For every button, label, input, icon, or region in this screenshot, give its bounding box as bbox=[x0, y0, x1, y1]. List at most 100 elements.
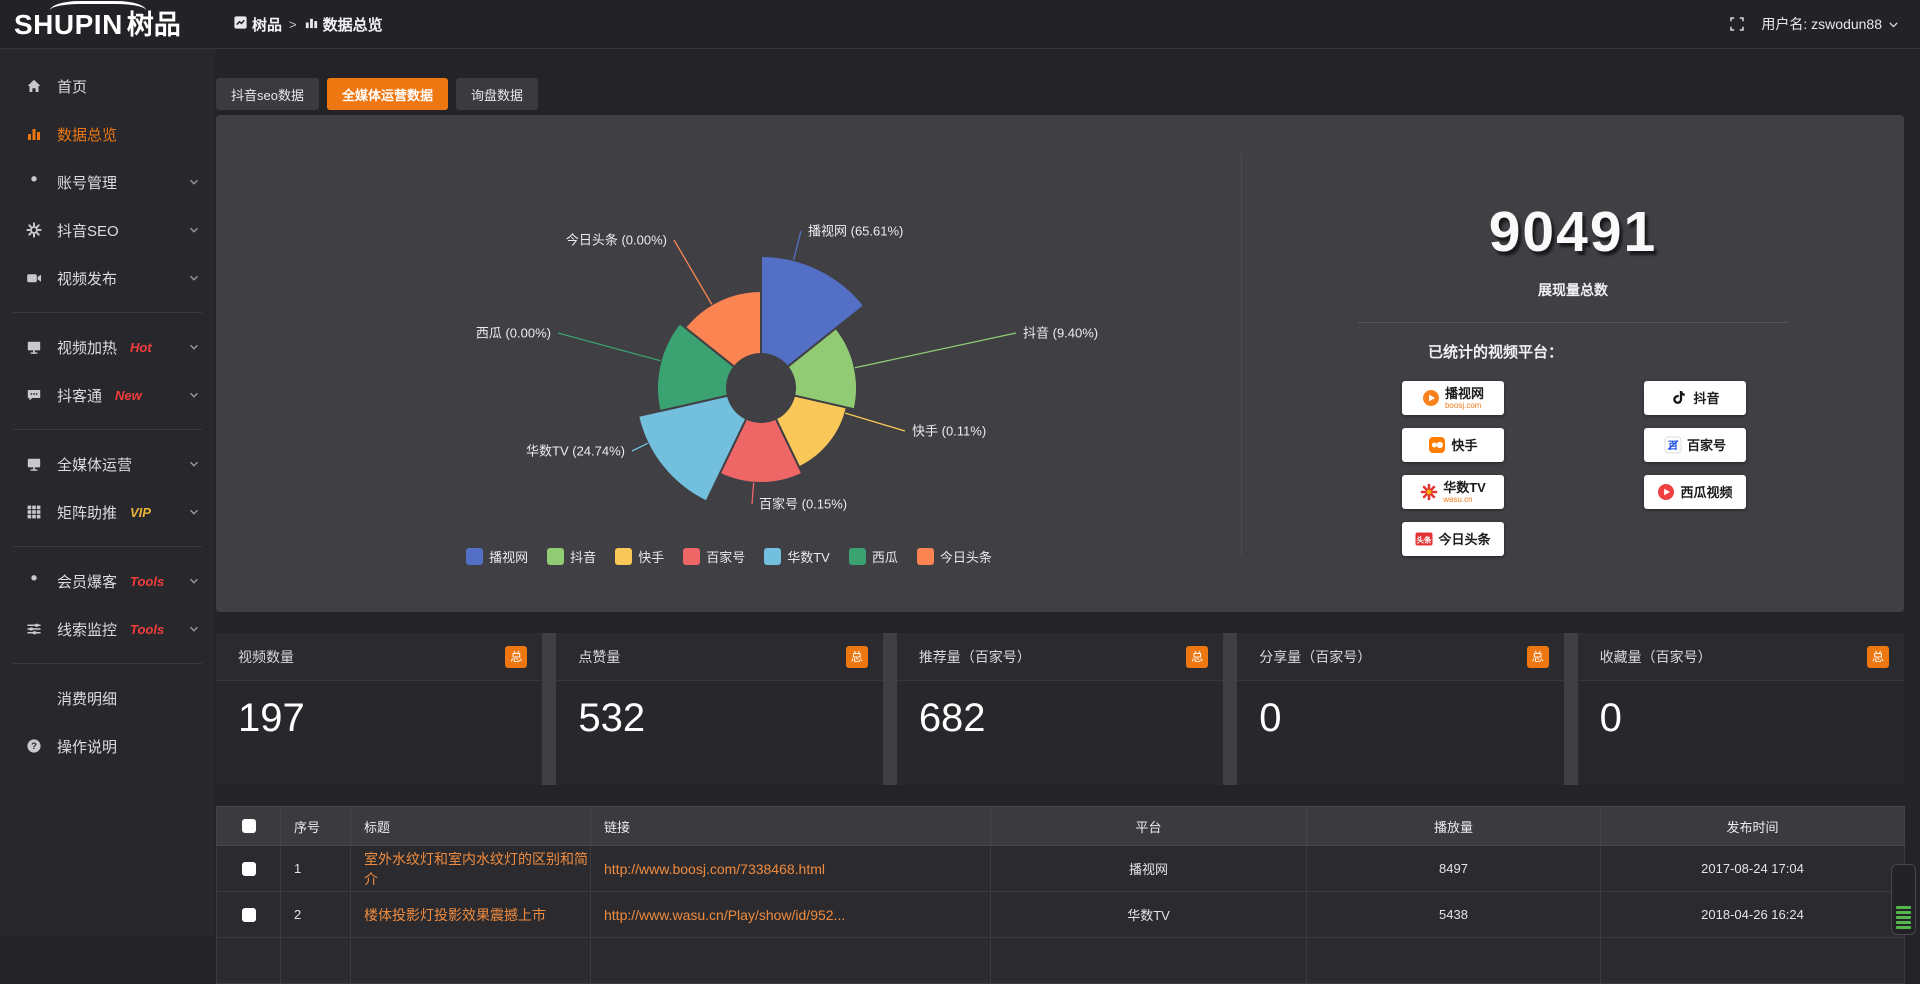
total-badge[interactable]: 总 bbox=[1526, 645, 1549, 668]
sidebar-item-视频加热[interactable]: 视频加热 Hot bbox=[0, 323, 215, 371]
pie-label-播视网: 播视网 (65.61%) bbox=[808, 224, 903, 239]
user-icon bbox=[26, 174, 42, 190]
sidebar-item-数据总览[interactable]: 数据总览 bbox=[0, 110, 215, 158]
cell-title-link[interactable]: 室外水纹灯和室内水纹灯的区别和简介 bbox=[350, 845, 591, 892]
legend-item-播视网[interactable]: 播视网 bbox=[466, 547, 528, 566]
overview-panel: 播视网 (65.61%) 抖音 (9.40%) 快手 (0.11%) 百家号 (0.1… bbox=[216, 115, 1904, 612]
chevron-down-icon bbox=[187, 223, 201, 237]
cell-platform: 华数TV bbox=[990, 891, 1307, 938]
bar-chart-icon bbox=[304, 15, 319, 34]
app-logo[interactable]: SHUPIN 树品 bbox=[14, 1, 181, 45]
total-badge[interactable]: 总 bbox=[1867, 645, 1890, 668]
tab-抖音seo数据[interactable]: 抖音seo数据 bbox=[216, 78, 319, 110]
gear-icon bbox=[26, 222, 42, 238]
platform-name: 快手 bbox=[1451, 437, 1478, 453]
sidebar-item-抖音SEO[interactable]: 抖音SEO bbox=[0, 206, 215, 254]
pie-slice-播视网[interactable] bbox=[760, 254, 866, 369]
sidebar-item-视频发布[interactable]: 视频发布 bbox=[0, 254, 215, 302]
legend-item-百家号[interactable]: 百家号 bbox=[683, 547, 745, 566]
empty-cell bbox=[1600, 937, 1905, 984]
empty-cell bbox=[216, 937, 281, 984]
total-badge[interactable]: 总 bbox=[505, 645, 528, 668]
sidebar-item-首页[interactable]: 首页 bbox=[0, 62, 215, 110]
sidebar-item-label: 线索监控 bbox=[57, 621, 118, 639]
svg-text:百: 百 bbox=[1668, 440, 1678, 452]
kuaishou-logo-icon bbox=[1428, 436, 1446, 454]
cell-title-link[interactable]: 楼体投影灯投影效果震撼上市 bbox=[350, 891, 591, 938]
pie-slice-今日头条[interactable] bbox=[683, 289, 762, 369]
sidebar: 首页 数据总览 账号管理抖音SEO 视频发布视频加热 Hot 抖客通 New 全媒体运营矩阵助… bbox=[0, 48, 215, 936]
legend-item-抖音[interactable]: 抖音 bbox=[547, 547, 596, 566]
legend-swatch bbox=[916, 548, 934, 565]
floating-widget[interactable] bbox=[1891, 864, 1916, 935]
chevron-down-icon bbox=[187, 505, 201, 519]
sidebar-item-矩阵助推[interactable]: 矩阵助推 VIP bbox=[0, 488, 215, 536]
douyin-logo-icon bbox=[1670, 389, 1688, 407]
legend-item-今日头条[interactable]: 今日头条 bbox=[916, 547, 992, 566]
platforms-title: 已统计的视频平台： bbox=[1428, 344, 1564, 361]
platform-badge-抖音: 抖音 bbox=[1644, 381, 1746, 415]
sidebar-item-label: 抖音SEO bbox=[57, 222, 119, 240]
sidebar-item-线索监控[interactable]: 线索监控 Tools bbox=[0, 605, 215, 653]
cell-url-link[interactable]: http://www.wasu.cn/Play/show/id/952... bbox=[590, 891, 991, 938]
row-checkbox[interactable] bbox=[241, 861, 256, 876]
chevron-down-icon bbox=[187, 574, 201, 588]
legend-item-西瓜[interactable]: 西瓜 bbox=[848, 547, 898, 566]
platform-name: 百家号 bbox=[1686, 437, 1726, 453]
stat-card-value: 532 bbox=[578, 696, 646, 740]
total-badge[interactable]: 总 bbox=[845, 645, 868, 668]
sidebar-item-会员爆客[interactable]: 会员爆客 Tools bbox=[0, 557, 215, 605]
chevron-down-icon bbox=[187, 340, 201, 354]
stat-card-视频数量: 视频数量 总 197 bbox=[216, 633, 543, 785]
sidebar-item-操作说明[interactable]: ? 操作说明 bbox=[0, 722, 215, 770]
topbar-right: 用户名: zswodun88 bbox=[1729, 0, 1900, 48]
stat-card-header: 分享量（百家号） 总 bbox=[1237, 633, 1564, 681]
pie-label-百家号: 百家号 (0.15%) bbox=[759, 497, 847, 512]
cell-url-link[interactable]: http://www.boosj.com/7338468.html bbox=[590, 845, 991, 892]
tab-全媒体运营数据[interactable]: 全媒体运营数据 bbox=[326, 78, 448, 110]
sidebar-item-label: 全媒体运营 bbox=[57, 456, 133, 474]
empty-cell bbox=[280, 937, 351, 984]
column-header-播放量: 播放量 bbox=[1306, 806, 1601, 846]
pie-label-line bbox=[845, 412, 906, 432]
sidebar-item-消费明细[interactable]: 消费明细 bbox=[0, 674, 215, 722]
total-badge[interactable]: 总 bbox=[1186, 645, 1209, 668]
rose-pie-chart[interactable]: 播视网 (65.61%) 抖音 (9.40%) 快手 (0.11%) 百家号 (0.1… bbox=[216, 115, 1242, 545]
legend-label: 快手 bbox=[638, 550, 665, 565]
pie-slice-华数TV[interactable] bbox=[636, 394, 748, 503]
pie-label-今日头条: 今日头条 (0.00%) bbox=[566, 233, 667, 248]
legend-label: 华数TV bbox=[787, 550, 830, 565]
sidebar-item-全媒体运营[interactable]: 全媒体运营 bbox=[0, 440, 215, 488]
select-all-checkbox[interactable] bbox=[241, 819, 256, 833]
breadcrumb-home-label: 树品 bbox=[252, 16, 283, 34]
sidebar-item-账号管理[interactable]: 账号管理 bbox=[0, 158, 215, 206]
breadcrumb-separator: > bbox=[289, 16, 297, 32]
legend-swatch bbox=[764, 548, 782, 565]
pie-slice-抖音[interactable] bbox=[786, 326, 858, 411]
legend-label: 抖音 bbox=[570, 550, 597, 565]
widget-bar bbox=[1896, 926, 1911, 929]
chevron-down-icon bbox=[187, 388, 201, 402]
empty-cell bbox=[1306, 937, 1601, 984]
videos-table: 序号 标题 链接 平台 播放量 发布时间 1 室外水纹灯和室内水纹灯的区别和简介 http:/… bbox=[216, 806, 1905, 984]
column-header-标题: 标题 bbox=[350, 806, 591, 846]
legend-swatch bbox=[848, 548, 866, 565]
fullscreen-icon[interactable] bbox=[1729, 16, 1745, 32]
breadcrumb-home[interactable]: 树品 bbox=[233, 14, 282, 35]
breadcrumb-current[interactable]: 数据总览 bbox=[304, 14, 383, 35]
platform-name: 西瓜视频 bbox=[1680, 484, 1733, 500]
tab-询盘数据[interactable]: 询盘数据 bbox=[455, 78, 538, 110]
row-checkbox[interactable] bbox=[241, 907, 256, 922]
legend-item-华数TV[interactable]: 华数TV bbox=[764, 547, 830, 566]
user-menu[interactable]: 用户名: zswodun88 bbox=[1761, 14, 1900, 34]
legend-swatch bbox=[615, 548, 633, 565]
panel-vertical-divider bbox=[1241, 153, 1242, 555]
platform-subtitle: boosj.com bbox=[1444, 400, 1482, 410]
impressions-total-value: 90491 bbox=[1488, 200, 1658, 264]
stat-card-title: 点赞量 bbox=[578, 648, 621, 665]
chevron-down-icon bbox=[187, 457, 201, 471]
legend-item-快手[interactable]: 快手 bbox=[615, 547, 664, 566]
stat-card-title: 收藏量（百家号） bbox=[1599, 648, 1712, 665]
pie-slice-西瓜[interactable] bbox=[656, 321, 736, 413]
sidebar-item-抖客通[interactable]: 抖客通 New bbox=[0, 371, 215, 419]
